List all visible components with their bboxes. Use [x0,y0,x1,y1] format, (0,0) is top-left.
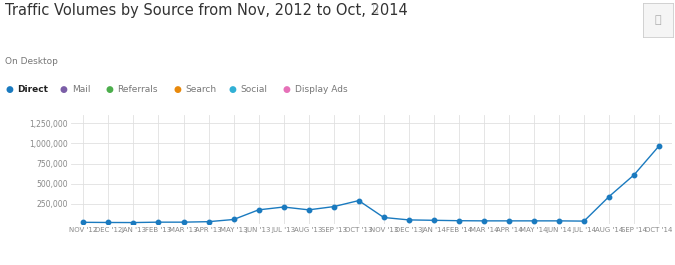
Text: Social: Social [240,85,267,94]
Text: ●: ● [105,85,113,94]
Text: Display Ads: Display Ads [295,85,348,94]
Text: Mail: Mail [72,85,90,94]
Text: ●: ● [283,85,290,94]
Text: Direct: Direct [18,85,49,94]
Text: Search: Search [186,85,217,94]
Text: ●: ● [60,85,68,94]
Text: ⓘ: ⓘ [373,4,378,13]
Text: Traffic Volumes by Source from Nov, 2012 to Oct, 2014: Traffic Volumes by Source from Nov, 2012… [5,3,408,18]
Text: ⎙: ⎙ [655,15,661,25]
Text: ●: ● [5,85,14,94]
Text: On Desktop: On Desktop [5,57,58,66]
Text: ●: ● [173,85,182,94]
Text: Referrals: Referrals [117,85,158,94]
Text: ●: ● [228,85,236,94]
